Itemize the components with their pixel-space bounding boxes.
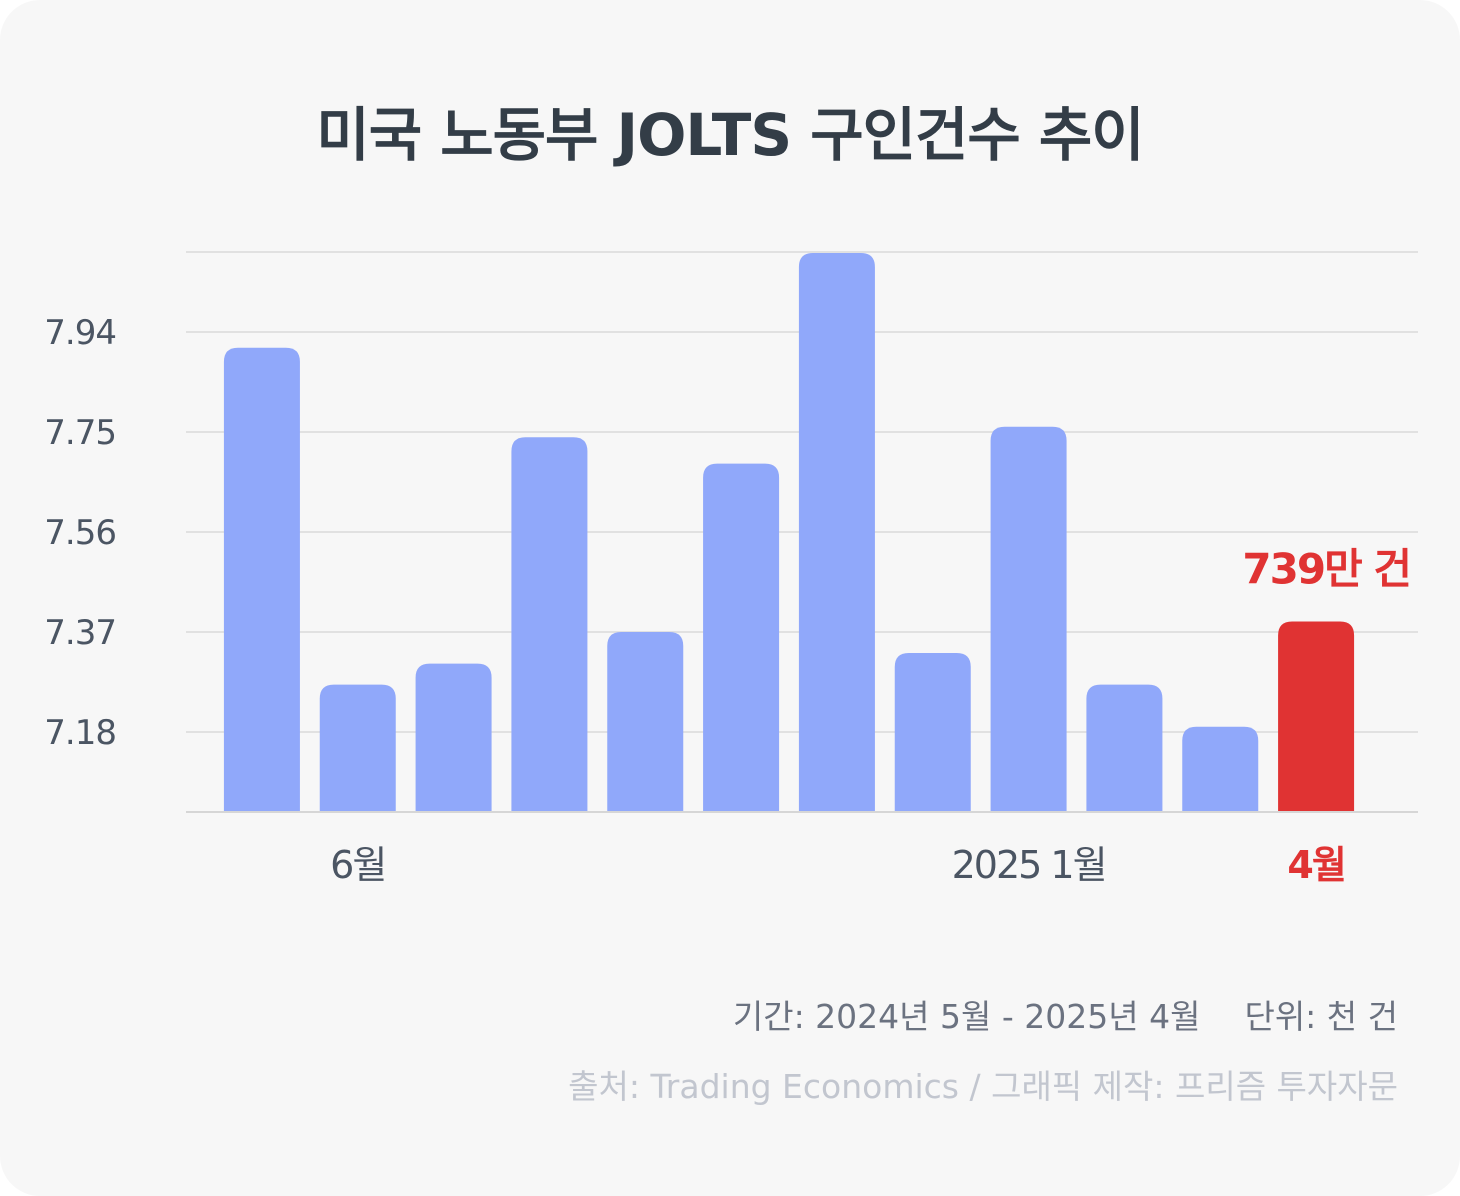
bar-highlight <box>1278 621 1355 812</box>
bar <box>894 653 971 812</box>
bar <box>607 632 684 812</box>
y-tick-label: 7.56 <box>44 513 116 553</box>
bar <box>798 253 875 813</box>
y-tick-label: 7.75 <box>44 413 116 453</box>
footer-meta: 기간: 2024년 5월 - 2025년 4월 단위: 천 건 <box>733 990 1398 1038</box>
bar <box>511 437 588 812</box>
y-tick-label: 7.18 <box>44 713 116 753</box>
source-text: 출처: Trading Economics / 그래픽 제작: 프리즘 투자자문 <box>568 1067 1398 1106</box>
bar <box>319 684 396 812</box>
highlight-value-label: 739만 건 <box>1242 544 1410 593</box>
x-tick-label: 6월 <box>330 843 385 887</box>
y-tick-label: 7.94 <box>44 313 116 353</box>
bar <box>990 426 1067 812</box>
x-tick-label: 4월 <box>1287 843 1344 887</box>
bar <box>703 463 780 812</box>
bar <box>1086 684 1163 812</box>
y-tick-label: 7.37 <box>44 613 116 653</box>
bar <box>415 663 492 812</box>
x-tick-label: 2025 1월 <box>952 843 1106 887</box>
unit-text: 단위: 천 건 <box>1244 997 1398 1036</box>
chart-title: 미국 노동부 JOLTS 구인건수 추이 <box>316 101 1144 169</box>
bar <box>1182 726 1259 812</box>
period-text: 기간: 2024년 5월 - 2025년 4월 <box>732 997 1201 1036</box>
bar <box>223 347 300 812</box>
